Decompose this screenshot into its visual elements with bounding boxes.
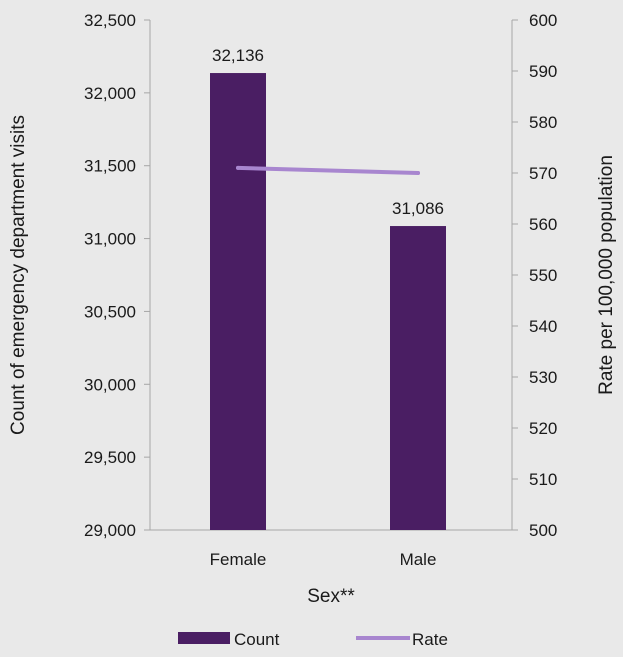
right-tick-label: 570 (529, 164, 557, 183)
right-tick-label: 600 (529, 11, 557, 30)
left-tick-label: 29,000 (84, 521, 136, 540)
right-tick-label: 540 (529, 317, 557, 336)
legend-swatch-count (178, 632, 230, 644)
x-tick-label: Male (400, 550, 437, 569)
right-tick-label: 580 (529, 113, 557, 132)
legend-label-rate: Rate (412, 630, 448, 649)
left-tick-label: 31,000 (84, 230, 136, 249)
left-tick-label: 30,500 (84, 302, 136, 321)
left-axis-ticks: 29,000 29,500 30,000 30,500 31,000 31,500 32,0… (84, 11, 150, 540)
right-tick-label: 510 (529, 470, 557, 489)
right-tick-label: 520 (529, 419, 557, 438)
x-axis-ticks: Female Male (210, 550, 437, 569)
right-tick-label: 550 (529, 266, 557, 285)
bar-data-label: 32,136 (212, 46, 264, 65)
right-tick-label: 500 (529, 521, 557, 540)
legend-label-count: Count (234, 630, 280, 649)
legend: Count Rate (178, 630, 448, 649)
right-axis-ticks: 500 510 520 530 540 550 560 570 580 590 600 (512, 11, 557, 540)
rate-line (236, 165, 420, 175)
rate-series (236, 165, 420, 175)
bar-female (210, 73, 266, 530)
x-axis-title: Sex** (307, 586, 355, 607)
y-axis-title: Count of emergency department visits (8, 115, 29, 435)
left-axis: 29,000 29,500 30,000 30,500 31,000 31,500 32,0… (84, 11, 151, 540)
bar-male (390, 226, 446, 531)
right-tick-label: 590 (529, 62, 557, 81)
left-tick-label: 32,500 (84, 11, 136, 30)
right-tick-label: 530 (529, 368, 557, 387)
right-axis: 500 510 520 530 540 550 560 570 580 590 600 (511, 11, 557, 540)
rate-point (236, 165, 240, 170)
y2-axis-title: Rate per 100,000 population (596, 155, 617, 395)
rate-point (416, 171, 420, 175)
left-tick-label: 30,000 (84, 375, 136, 394)
x-tick-label: Female (210, 550, 267, 569)
bars: 32,136 31,086 (210, 46, 446, 531)
left-tick-label: 32,000 (84, 84, 136, 103)
left-tick-label: 31,500 (84, 157, 136, 176)
left-tick-label: 29,500 (84, 448, 136, 467)
bar-data-label: 31,086 (392, 199, 444, 218)
right-tick-label: 560 (529, 215, 557, 234)
